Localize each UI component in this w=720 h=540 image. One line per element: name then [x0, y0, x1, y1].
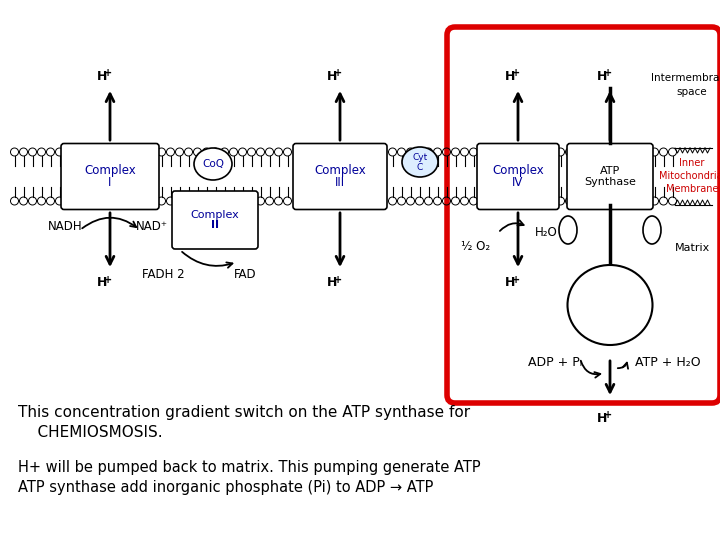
- Text: Inner
Mitochondrial
Membrane: Inner Mitochondrial Membrane: [659, 158, 720, 194]
- Text: NAD⁺: NAD⁺: [136, 220, 168, 233]
- FancyBboxPatch shape: [61, 144, 159, 210]
- Text: H: H: [327, 276, 337, 289]
- Text: IV: IV: [513, 176, 523, 188]
- Text: III: III: [335, 176, 345, 188]
- Text: H: H: [505, 276, 516, 289]
- Text: ATP synthase add inorganic phosphate (Pi) to ADP → ATP: ATP synthase add inorganic phosphate (Pi…: [18, 480, 433, 495]
- Text: +: +: [512, 68, 520, 78]
- Text: +: +: [604, 68, 612, 78]
- Text: C: C: [417, 164, 423, 172]
- Ellipse shape: [559, 216, 577, 244]
- Text: Intermembrane
space: Intermembrane space: [652, 73, 720, 97]
- Text: Complex: Complex: [191, 210, 239, 220]
- Text: CHEMIOSMOSIS.: CHEMIOSMOSIS.: [18, 425, 163, 440]
- Text: ATP: ATP: [600, 166, 620, 176]
- Ellipse shape: [402, 147, 438, 177]
- Text: H: H: [597, 70, 607, 83]
- Text: Complex: Complex: [492, 165, 544, 178]
- Text: H: H: [96, 276, 107, 289]
- Text: Complex: Complex: [314, 165, 366, 178]
- FancyBboxPatch shape: [293, 144, 387, 210]
- Ellipse shape: [567, 265, 652, 345]
- Text: +: +: [512, 275, 520, 285]
- FancyBboxPatch shape: [447, 27, 720, 403]
- Text: H+ will be pumped back to matrix. This pumping generate ATP: H+ will be pumped back to matrix. This p…: [18, 460, 481, 475]
- Text: Cyt: Cyt: [413, 153, 428, 163]
- Text: H: H: [597, 411, 607, 424]
- FancyBboxPatch shape: [567, 144, 653, 210]
- Text: +: +: [334, 275, 342, 285]
- Text: NADH: NADH: [48, 220, 82, 233]
- Text: ½ O₂: ½ O₂: [462, 240, 490, 253]
- Text: II: II: [211, 220, 219, 230]
- FancyBboxPatch shape: [477, 144, 559, 210]
- Text: +: +: [104, 68, 112, 78]
- Text: H: H: [96, 70, 107, 83]
- Text: +: +: [334, 68, 342, 78]
- Text: +: +: [604, 410, 612, 420]
- Text: FADH 2: FADH 2: [142, 268, 184, 281]
- FancyBboxPatch shape: [172, 191, 258, 249]
- Text: H: H: [505, 70, 516, 83]
- Text: This concentration gradient switch on the ATP synthase for: This concentration gradient switch on th…: [18, 405, 470, 420]
- Ellipse shape: [194, 148, 232, 180]
- Text: I: I: [108, 176, 112, 188]
- Text: ATP + H₂O: ATP + H₂O: [635, 356, 701, 369]
- Text: H₂O: H₂O: [535, 226, 557, 240]
- Text: Complex: Complex: [84, 165, 136, 178]
- Text: +: +: [104, 275, 112, 285]
- Text: Matrix: Matrix: [675, 243, 710, 253]
- Text: ADP + Pᵢ: ADP + Pᵢ: [528, 356, 582, 369]
- Text: CoQ: CoQ: [202, 159, 224, 169]
- Text: Synthase: Synthase: [584, 177, 636, 187]
- Ellipse shape: [643, 216, 661, 244]
- Text: H: H: [327, 70, 337, 83]
- Text: FAD: FAD: [234, 268, 256, 281]
